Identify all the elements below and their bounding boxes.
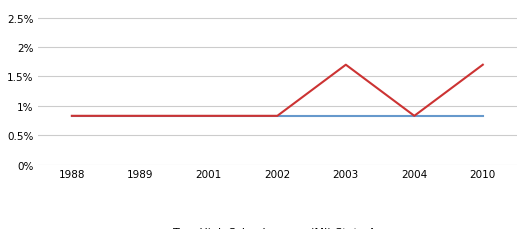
- Legend: Troy High School, (MI) State Average: Troy High School, (MI) State Average: [136, 223, 419, 229]
